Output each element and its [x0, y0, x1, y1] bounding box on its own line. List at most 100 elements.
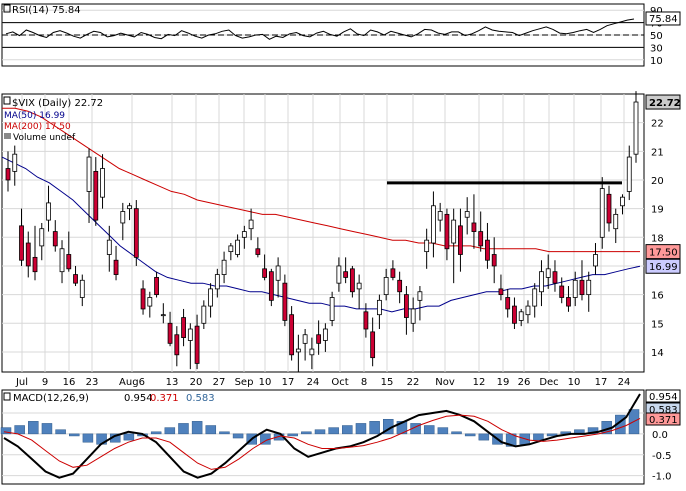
- candle-down: [505, 297, 511, 310]
- rsi-tick-label: 10: [650, 56, 663, 67]
- date-tick-label: 15: [381, 377, 394, 388]
- macd-legend-value: 0.954: [124, 393, 153, 404]
- date-tick-label: 23: [86, 377, 99, 388]
- candle-up: [309, 348, 315, 356]
- date-tick-label: Aug6: [119, 377, 145, 388]
- candle-up: [464, 211, 470, 218]
- candle-up: [383, 277, 389, 296]
- macd-tick-label: 0.0: [652, 430, 668, 441]
- candle-up: [613, 213, 619, 230]
- candle-up: [241, 231, 247, 238]
- macd-histogram-bar: [69, 433, 80, 437]
- macd-legend-swatch: [3, 392, 11, 401]
- macd-histogram-bar: [150, 431, 162, 435]
- candle-up: [295, 348, 301, 353]
- macd-histogram-bar: [342, 425, 353, 435]
- candle-down: [485, 239, 490, 261]
- macd-histogram-bar: [587, 427, 599, 435]
- date-axis: Jul 9 16 23 Aug6 13 20 27 Sep 10 17 24 Oct 8 15 22 Nov 12…: [15, 377, 630, 388]
- macd-histogram-bar: [164, 427, 176, 435]
- candle-down: [194, 325, 200, 364]
- ma50-value-label: 16.99: [649, 262, 678, 273]
- candle-down: [363, 311, 369, 330]
- candle-up: [79, 279, 85, 298]
- candle-down: [113, 259, 119, 275]
- macd-histogram-bar: [232, 433, 244, 439]
- candle-up: [437, 211, 443, 221]
- macd-signal-legend-value: 0.371: [150, 393, 179, 404]
- candle-down: [19, 225, 24, 261]
- candle-up: [221, 259, 227, 275]
- macd-histogram-bar: [55, 429, 66, 435]
- macd-histogram-bar: [533, 433, 544, 441]
- candle-up: [532, 288, 538, 307]
- macd-histogram-bar: [287, 433, 298, 437]
- candle-up: [424, 239, 430, 253]
- price-tick-label: 19: [651, 205, 664, 216]
- candle-down: [140, 288, 146, 310]
- macd-tick-label: -0.5: [652, 451, 672, 462]
- macd-histogram-bar: [423, 425, 435, 435]
- macd-histogram-bar: [464, 433, 476, 437]
- date-tick-label: Oct: [331, 377, 348, 388]
- candle-down: [491, 254, 497, 267]
- ma200-value-label: 17.50: [649, 248, 678, 259]
- macd-histogram-bar: [41, 423, 53, 435]
- candle-up: [356, 282, 362, 290]
- macd-histogram-legend-value: 0.583: [186, 393, 215, 404]
- candle-up: [451, 219, 457, 244]
- date-tick-label: 10: [259, 377, 272, 388]
- candle-down: [404, 294, 409, 318]
- volume-legend-label: Volume undef: [13, 133, 76, 143]
- candle-up: [235, 239, 240, 255]
- macd-histogram-bar: [219, 431, 230, 435]
- candle-up: [586, 279, 592, 296]
- date-tick-label: Dec: [539, 377, 558, 388]
- candle-up: [147, 297, 153, 307]
- candle-down: [552, 271, 558, 284]
- candle-up: [593, 254, 598, 267]
- candle-down: [370, 331, 376, 359]
- date-tick-label: 16: [63, 377, 76, 388]
- ma50-legend-label: MA(50) 16.99: [4, 111, 65, 121]
- candle-up: [599, 188, 605, 238]
- candle-down: [32, 256, 38, 273]
- date-tick-label: 10: [568, 377, 581, 388]
- price-tick-label: 16: [651, 291, 664, 302]
- date-tick-label: 19: [497, 377, 510, 388]
- macd-histogram-bar: [369, 421, 380, 435]
- ma50-line: [1, 156, 641, 313]
- candle-down: [316, 334, 322, 344]
- date-tick-label: 24: [618, 377, 631, 388]
- date-tick-label: 22: [407, 377, 420, 388]
- macd-histogram-bar: [546, 433, 558, 437]
- macd-value-label: 0.954: [649, 392, 678, 403]
- candle-up: [248, 219, 254, 230]
- candle-up: [12, 153, 18, 172]
- macd-value-label-box: [645, 389, 681, 403]
- macd-histogram-bar: [0, 427, 12, 435]
- price-tick-label: 20: [651, 176, 664, 187]
- candle-up: [120, 211, 126, 224]
- candle-down: [566, 297, 571, 307]
- candle-down: [478, 231, 484, 247]
- candle-up: [275, 265, 281, 281]
- candle-down: [471, 222, 477, 232]
- price-tick-label: 18: [651, 233, 664, 244]
- candle-up: [127, 205, 132, 210]
- candle-up: [336, 265, 342, 284]
- candle-up: [302, 334, 308, 344]
- macd-panel: 0.50.0-0.5-1.0MACD(12,26,9)0.9540.3710.5…: [0, 389, 681, 485]
- macd-histogram-bar: [28, 421, 39, 435]
- date-tick-label: 24: [307, 377, 320, 388]
- candle-up: [46, 202, 51, 221]
- price-tick-label: 15: [651, 319, 664, 330]
- candle-down: [458, 225, 463, 255]
- candle-down: [93, 170, 99, 221]
- candle-down: [289, 314, 295, 356]
- date-tick-label: 17: [282, 377, 295, 388]
- candle-up: [39, 228, 45, 247]
- macd-histogram-bar: [301, 431, 312, 435]
